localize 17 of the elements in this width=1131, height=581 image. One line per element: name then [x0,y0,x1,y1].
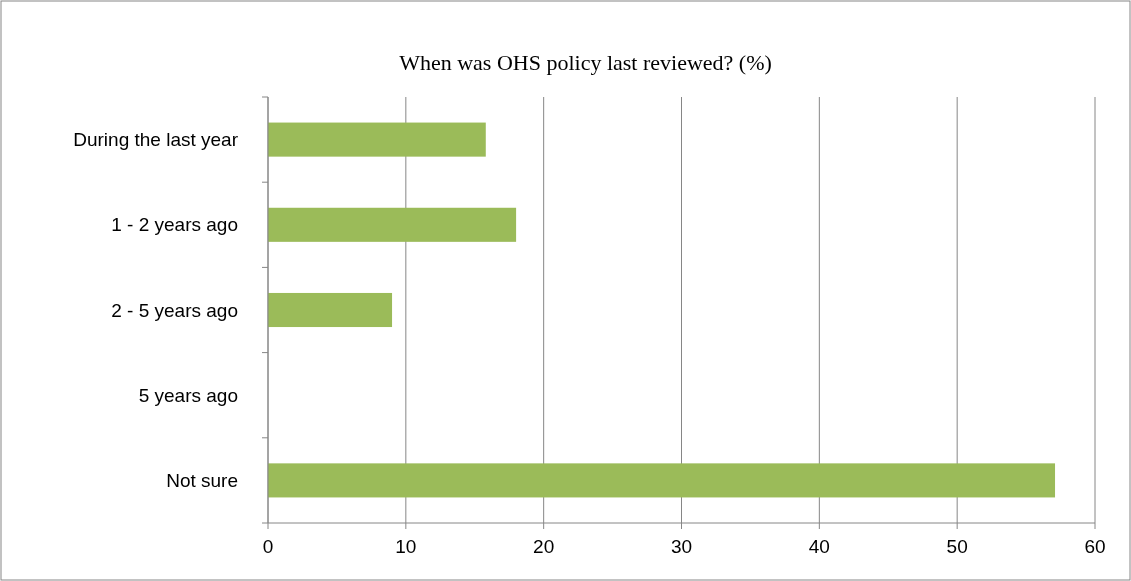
bar [268,292,393,328]
x-tick-label: 50 [946,536,968,557]
y-tick-label: 5 years ago [138,384,238,406]
y-tick-label: Not sure [166,470,238,492]
chart-title: When was OHS policy last reviewed? (%) [399,50,772,75]
bar [268,207,517,242]
x-tick-label: 10 [395,536,417,557]
bar [268,122,486,157]
x-tick-label: 0 [262,536,274,557]
y-tick-label: 2 - 5 years ago [111,299,238,321]
y-tick-label: 1 - 2 years ago [111,214,238,236]
x-tick-label: 60 [1084,536,1106,557]
y-tick-label: During the last year [73,129,239,151]
x-tick-label: 40 [808,536,830,557]
x-tick-label: 30 [670,536,693,557]
x-tick-label: 20 [533,536,555,557]
bar [268,463,1056,498]
